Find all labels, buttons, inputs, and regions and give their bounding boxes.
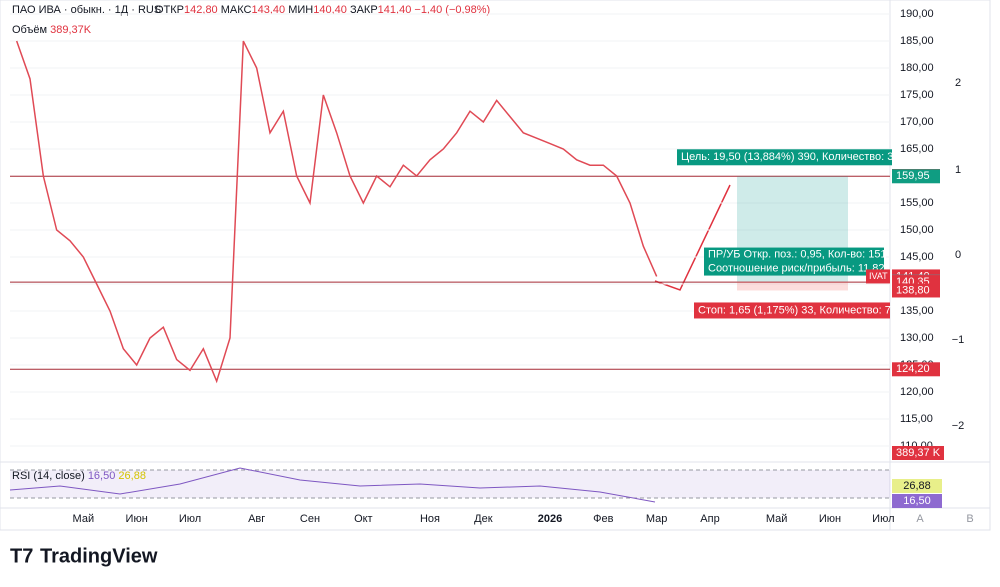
close-label: ЗАКР xyxy=(350,4,378,16)
auto-button[interactable]: A xyxy=(916,513,924,525)
price-tag xyxy=(892,362,940,377)
x-tick-label: Апр xyxy=(700,513,719,525)
x-tick-label: Ноя xyxy=(420,513,440,525)
y-tick-label: 115,00 xyxy=(900,413,933,425)
x-tick-label: Окт xyxy=(354,513,373,525)
y-tick-label: 185,00 xyxy=(900,35,934,47)
scale2-label: 2 xyxy=(955,77,961,89)
open: 142,80 xyxy=(184,4,218,16)
x-tick-label: Сен xyxy=(300,513,320,525)
rsi-band xyxy=(10,470,890,498)
loss-zone xyxy=(737,281,848,291)
low-label: МИН xyxy=(288,4,313,16)
rsi-value-tag-label: 16,50 xyxy=(903,495,931,507)
stop-box xyxy=(694,302,890,319)
scale2-label: 1 xyxy=(955,164,961,176)
x-tick-label: Дек xyxy=(474,513,493,525)
y-tick-label: 145,00 xyxy=(900,251,934,263)
ticker-tag xyxy=(866,269,890,284)
price-tag-label: 138,80 xyxy=(896,284,930,296)
scale2-label: 0 xyxy=(955,249,961,261)
rsi-ma-tag-label: 26,88 xyxy=(903,480,931,492)
close: 141,40 xyxy=(378,4,412,16)
y-tick-label: 175,00 xyxy=(900,89,934,101)
rsi-value: 16,50 xyxy=(88,470,116,482)
x-tick-label: Май xyxy=(766,513,788,525)
volume-tag xyxy=(892,446,944,460)
price-line xyxy=(15,40,658,384)
price-tag-label: 124,20 xyxy=(896,363,930,375)
volume-label: Объём xyxy=(12,24,47,36)
rsi-title: RSI (14, close) 16,50 26,88 xyxy=(12,470,146,482)
x-tick-label: Июл xyxy=(179,513,201,525)
price-tag xyxy=(892,169,940,184)
legend-ohlc: ОТКР142,80 МАКС143,40 МИН140,40 ЗАКР141,… xyxy=(155,4,490,16)
log-button[interactable]: B xyxy=(966,513,973,525)
mid-label-1: ПР/УБ Откр. поз.: 0,95, Кол-во: 151 xyxy=(708,248,887,260)
y-tick-label: 150,00 xyxy=(900,224,934,236)
brand: TradingView xyxy=(40,545,158,567)
rsi-label: RSI (14, close) xyxy=(12,470,85,482)
x-tick-label: Июн xyxy=(126,513,148,525)
rsi-value-tag xyxy=(892,494,942,508)
x-tick-label: Авг xyxy=(248,513,265,525)
scale2-label: −1 xyxy=(952,334,965,346)
mid-box xyxy=(704,247,884,276)
legend-symbol: ПАО ИВА · обыкн. · 1Д · RUS xyxy=(12,4,161,16)
x-tick-label: Мар xyxy=(646,513,668,525)
rsi-line xyxy=(9,467,656,503)
y-tick-label: 130,00 xyxy=(900,332,934,344)
brand-logo: T7 xyxy=(10,545,33,567)
price-tag xyxy=(892,283,940,298)
high-label: МАКС xyxy=(221,4,252,16)
ticker-tag-label: IVAT xyxy=(869,271,888,281)
y-tick-label: 180,00 xyxy=(900,62,934,74)
scale2-label: −2 xyxy=(952,420,965,432)
mid-label-2: Соотношение риск/прибыль: 11,82 xyxy=(708,262,885,274)
y-tick-label: 165,00 xyxy=(900,143,934,155)
x-tick-label: Фев xyxy=(593,513,613,525)
y-tick-label: 170,00 xyxy=(900,116,934,128)
y-tick-label: 120,00 xyxy=(900,386,934,398)
y-tick-label: 190,00 xyxy=(900,8,934,20)
volume-tag-label: 389,37 K xyxy=(896,447,941,459)
rsi-ma: 26,88 xyxy=(118,470,146,482)
open-label: ОТКР xyxy=(155,4,184,16)
x-tick-label: Июн xyxy=(819,513,841,525)
target-box xyxy=(677,149,892,166)
x-tick-label: 2026 xyxy=(538,513,562,525)
rsi-ma-tag xyxy=(892,479,942,493)
price-tag-label: 159,95 xyxy=(896,170,930,182)
x-tick-label: Июл xyxy=(872,513,894,525)
y-tick-label: 155,00 xyxy=(900,197,934,209)
volume-title: Объём 389,37K xyxy=(12,24,92,36)
x-tick-label: Май xyxy=(73,513,95,525)
stop-label: Стоп: 1,65 (1,175%) 33, Количество: 750 xyxy=(698,304,903,316)
change: −1,40 (−0,98%) xyxy=(414,4,490,16)
volume-value: 389,37K xyxy=(50,24,92,36)
target-label: Цель: 19,50 (13,884%) 390, Количество: 3… xyxy=(681,151,915,163)
high: 143,40 xyxy=(251,4,285,16)
y-tick-label: 135,00 xyxy=(900,305,934,317)
low: 140,40 xyxy=(313,4,347,16)
